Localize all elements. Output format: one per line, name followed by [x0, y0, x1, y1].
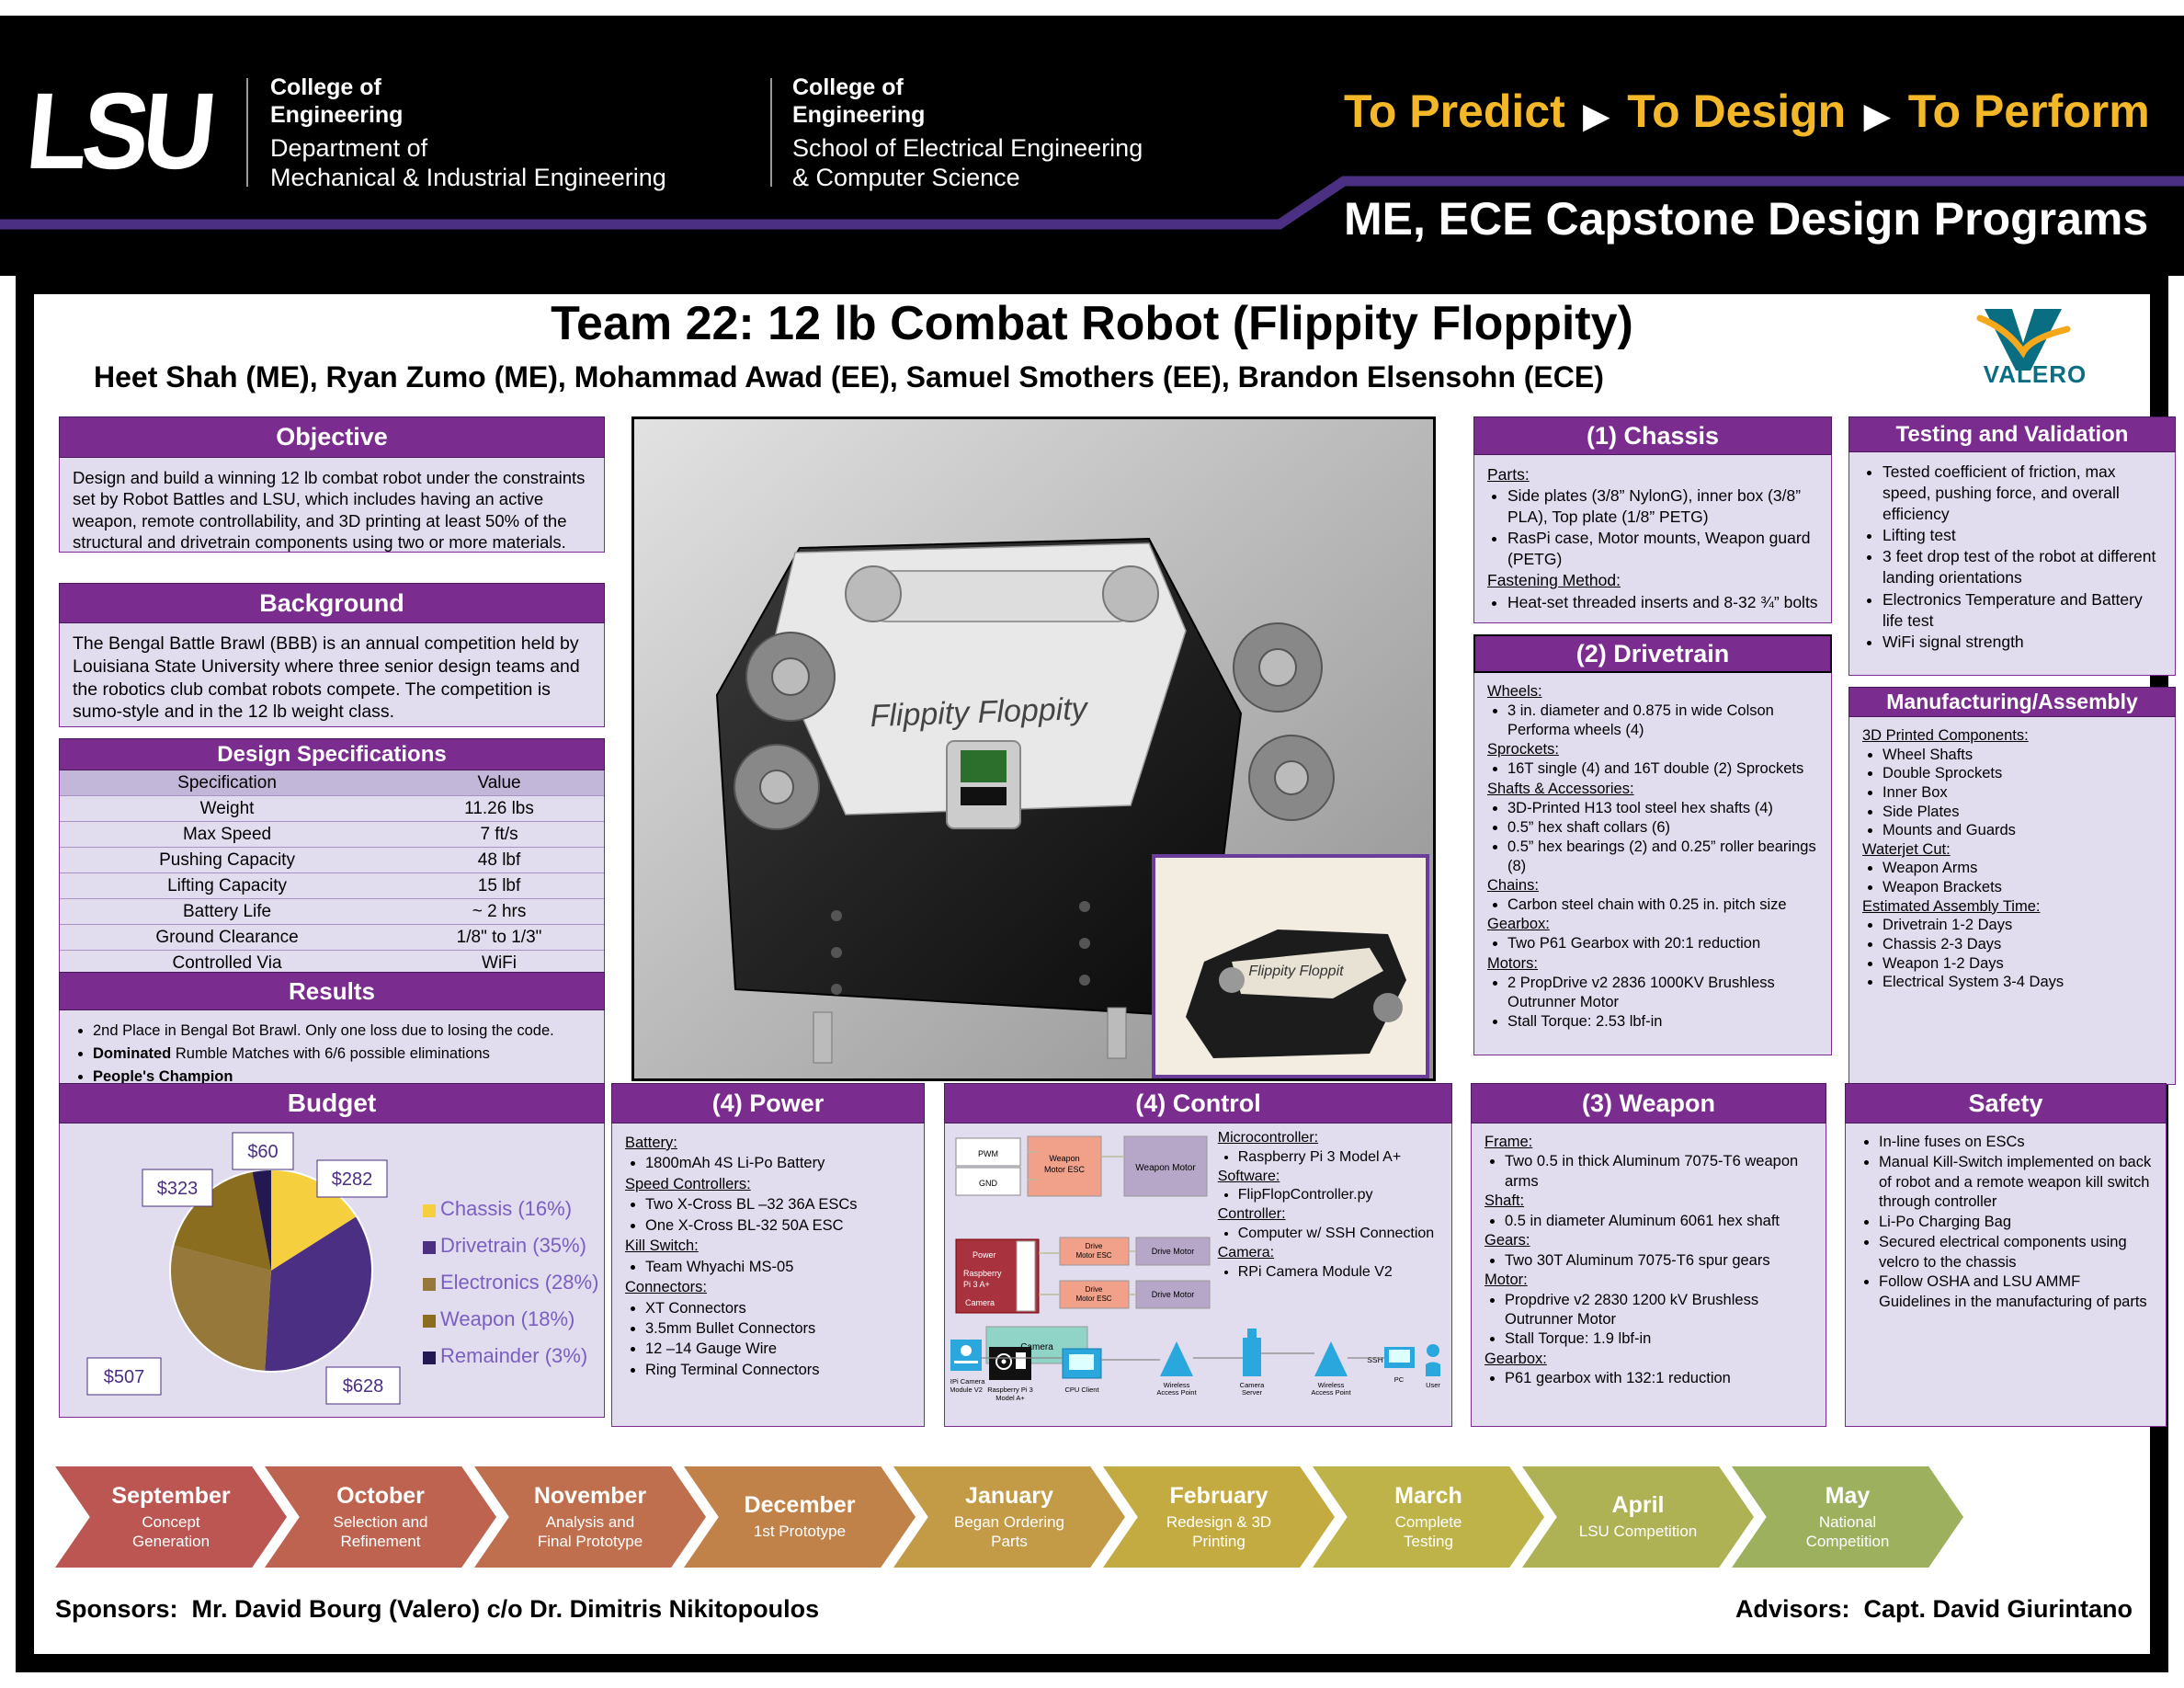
- svg-text:CPU Client: CPU Client: [1064, 1386, 1099, 1394]
- svg-text:Weapon: Weapon: [1049, 1154, 1079, 1163]
- svg-text:$282: $282: [332, 1169, 373, 1190]
- svg-text:Server: Server: [1242, 1388, 1263, 1397]
- svg-text:Motor ESC: Motor ESC: [1075, 1251, 1111, 1260]
- svg-text:GND: GND: [979, 1179, 998, 1188]
- svg-text:Flippity Floppit: Flippity Floppit: [1248, 964, 1344, 979]
- svg-text:PC: PC: [1394, 1375, 1405, 1384]
- svg-text:Drivetrain (35%): Drivetrain (35%): [440, 1234, 586, 1257]
- svg-text:$507: $507: [104, 1367, 145, 1387]
- svg-text:Drive Motor: Drive Motor: [1152, 1247, 1195, 1256]
- svg-text:Weapon Motor: Weapon Motor: [1135, 1163, 1196, 1173]
- svg-text:Access Point: Access Point: [1311, 1388, 1351, 1397]
- svg-text:Motor ESC: Motor ESC: [1044, 1165, 1086, 1174]
- svg-text:Chassis (16%): Chassis (16%): [440, 1197, 572, 1220]
- svg-text:Remainder (3%): Remainder (3%): [440, 1344, 587, 1367]
- svg-text:User: User: [1426, 1381, 1440, 1389]
- svg-text:Electronics (28%): Electronics (28%): [440, 1271, 598, 1294]
- svg-text:Drive: Drive: [1086, 1242, 1103, 1250]
- svg-text:$628: $628: [343, 1376, 384, 1397]
- svg-text:Motor ESC: Motor ESC: [1075, 1295, 1111, 1303]
- svg-text:SSH: SSH: [1367, 1355, 1382, 1364]
- svg-text:Raspberry Pi 3: Raspberry Pi 3: [987, 1386, 1033, 1394]
- svg-text:Module V2: Module V2: [950, 1386, 983, 1394]
- svg-text:Drive Motor: Drive Motor: [1152, 1290, 1195, 1299]
- svg-text:RPi Camera: RPi Camera: [950, 1377, 985, 1386]
- svg-text:Pi 3 A+: Pi 3 A+: [963, 1280, 990, 1289]
- svg-text:Power: Power: [973, 1250, 996, 1260]
- svg-text:Model A+: Model A+: [995, 1394, 1025, 1402]
- svg-text:Drive: Drive: [1086, 1285, 1103, 1294]
- svg-text:VALERO: VALERO: [1984, 360, 2087, 384]
- svg-text:Weapon (18%): Weapon (18%): [440, 1307, 574, 1330]
- svg-text:$323: $323: [157, 1179, 199, 1199]
- svg-text:Raspberry: Raspberry: [963, 1269, 1002, 1278]
- svg-text:PWM: PWM: [978, 1149, 998, 1158]
- svg-text:Access Point: Access Point: [1156, 1388, 1197, 1397]
- svg-text:$60: $60: [247, 1142, 278, 1162]
